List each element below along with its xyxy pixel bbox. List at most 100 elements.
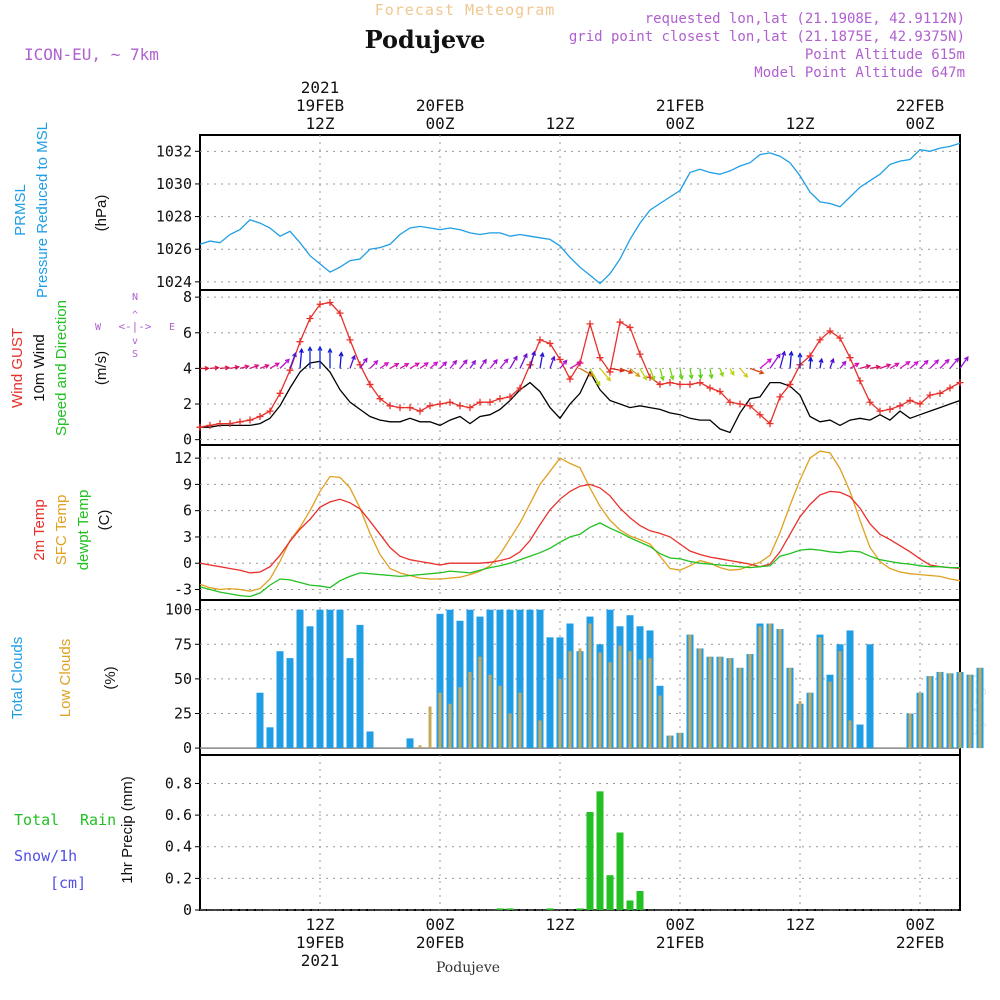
wind-direction-arrow [279,358,290,369]
wind-arrow-head [905,360,911,366]
total-cloud-bar [356,624,364,749]
label-wind-gust: Wind GUST [9,328,26,408]
gust-marker [836,334,844,342]
wind-arrow-head [963,356,969,362]
wind-arrow-head [503,358,509,364]
compass-arrows: <-|-> [118,320,151,333]
y-tick-label: 75 [174,635,192,653]
wind-arrow-head [327,347,333,353]
total-cloud-bar [546,637,554,749]
wind-arrow-head [577,361,583,366]
wind-direction-arrow [709,368,713,379]
gust-marker [956,379,964,387]
wind-direction-arrow [769,353,781,369]
wind-direction-arrow [929,359,939,369]
gust-marker [606,368,614,376]
gust-marker [596,354,604,362]
y-tick-label: 0 [183,554,192,572]
low-cloud-bar [568,651,572,749]
bottom-time-date: 21FEB [656,933,704,952]
y-tick-label: 0.4 [165,838,192,856]
y-tick-label: 8 [183,288,192,306]
top-time-date: 19FEB [296,96,344,115]
low-cloud-bar [518,692,522,749]
rain-bar [586,811,594,910]
total-cloud-bar [256,692,264,749]
wind-arrow-head [452,359,458,365]
rain-bar [636,891,644,910]
total-cloud-bar [866,644,874,749]
pressure-line [199,142,961,285]
y-tick-label: 0.2 [165,869,192,887]
wind-direction-arrow [529,351,536,369]
low-cloud-bar [838,651,842,749]
forecast-meteogram-title: Forecast Meteogram [375,1,556,19]
bottom-time-hour: 12Z [306,915,335,934]
wind-arrow-head [423,362,429,367]
wind-arrow-head [433,361,439,367]
low-cloud-bar [488,674,492,749]
wind-arrow-head [678,375,684,381]
rain-bar [546,908,554,910]
wind-arrow-head [743,372,749,379]
low-cloud-bar [668,735,672,749]
total-cloud-bar [316,609,324,749]
gust-marker [516,384,524,392]
rain-bar [616,832,624,910]
label-dewpt-temp: dewpt Temp [75,490,92,571]
wind-arrow-head [338,351,344,357]
total-cloud-bar [296,609,304,749]
low-cloud-bar [538,720,542,749]
wind-direction-arrow [789,351,793,369]
wind-arrow-head [659,375,665,382]
wind-direction-arrow [889,362,899,369]
low-cloud-bar [818,637,822,749]
total-cloud-bar [446,609,454,749]
top-time-hour: 12Z [786,114,815,133]
t2m-temp-line [199,483,961,574]
low-cloud-bar [498,685,502,749]
location-title: Podujeve [365,25,486,54]
wind-direction-arrow [669,368,674,380]
y-tick-label: 1028 [156,208,192,226]
low-cloud-bar [768,623,772,749]
wind-arrow-head [595,381,601,387]
total-cloud-bar [846,630,854,749]
wind-arrow-head [788,350,794,356]
total-cloud-bar [266,727,274,749]
wind-arrow-head [635,372,641,378]
wind-arrow-head [628,369,634,375]
wind-direction-arrow [599,367,611,381]
low-cloud-bar [718,656,722,749]
wind-direction-arrow [519,353,528,369]
wind-arrow-head [797,352,803,358]
label-speed-direction: Speed and Direction [53,300,70,436]
wind-direction-arrow [429,361,438,369]
low-cloud-bar [698,648,702,749]
bottom-time-hour: 00Z [426,915,455,934]
wind-direction-arrow [629,367,640,377]
wind-arrow-head [698,374,704,380]
wind-direction-arrow [549,356,555,369]
total-cloud-bar [506,609,514,749]
precip-labels: Total Rain Snow/1h [cm] 1hr Precip (mm) [14,776,136,892]
total-cloud-bar [856,724,864,749]
footer-location: Podujeve [436,960,500,976]
wind-direction-arrow [479,359,487,369]
panel-frame [199,754,961,911]
wind-direction-arrow [939,359,950,369]
top-time-year: 2021 [301,78,340,97]
gust-marker [846,354,854,362]
y-tick-label: 0.8 [165,774,192,792]
low-cloud-bar [918,692,922,749]
wind-arrow-head [298,347,304,354]
label-2m-temp: 2m Temp [31,499,48,560]
y-tick-label: 1026 [156,240,192,258]
wind-direction-arrow [489,359,498,369]
wind-arrow-head [688,374,694,380]
rain-bar [606,875,614,910]
wind-direction-arrow [879,364,891,370]
wind-arrow-head [462,359,468,365]
gust-marker [306,315,314,323]
